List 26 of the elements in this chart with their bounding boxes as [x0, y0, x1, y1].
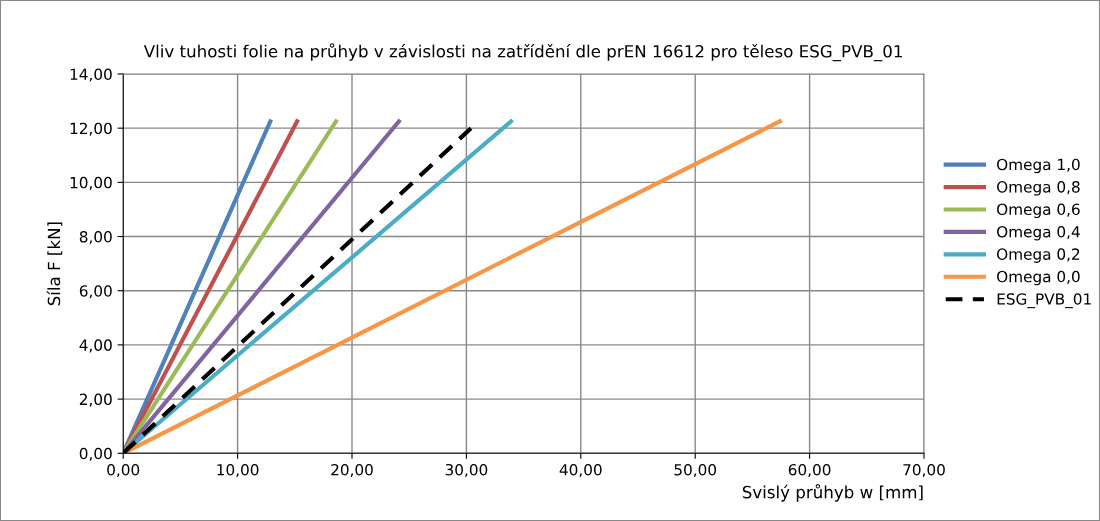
x-axis-title: Svislý průhyb w [mm] — [742, 484, 923, 502]
x-tick-label: 50,00 — [674, 463, 717, 478]
y-tick-label: 0,00 — [79, 447, 112, 461]
x-tick-label: 20,00 — [331, 463, 373, 478]
x-tick-label: 70,00 — [903, 463, 945, 478]
y-tick-label: 14,00 — [70, 68, 112, 82]
x-tick-label: 30,00 — [445, 463, 488, 478]
legend-label: Omega 1,0 — [997, 158, 1080, 174]
legend-label: Omega 0,8 — [997, 181, 1080, 196]
legend-label: Omega 0,2 — [997, 248, 1080, 263]
x-tick-label: 10,00 — [217, 463, 259, 478]
y-tick-label: 2,00 — [79, 393, 112, 407]
y-tick-label: 4,00 — [79, 339, 112, 353]
y-tick-label: 10,00 — [70, 176, 112, 190]
x-tick-label: 60,00 — [788, 463, 831, 478]
chart-title: Vliv tuhosti folie na průhyb v závislosti na zatřídění dle prEN 16612 pro těleso ESG_PVB_01 — [143, 43, 902, 62]
y-tick-label: 6,00 — [79, 285, 112, 299]
legend-label: Omega 0,0 — [997, 270, 1080, 286]
x-tick-label: 0,00 — [107, 463, 140, 478]
legend-label: Omega 0,4 — [997, 225, 1080, 241]
legend-label: ESG_PVB_01 — [997, 293, 1091, 309]
y-axis-title: Síla F [kN] — [46, 222, 63, 306]
y-tick-label: 12,00 — [70, 122, 112, 136]
legend-label: Omega 0,6 — [997, 203, 1080, 219]
y-tick-label: 8,00 — [79, 231, 112, 245]
x-tick-label: 40,00 — [559, 463, 602, 478]
